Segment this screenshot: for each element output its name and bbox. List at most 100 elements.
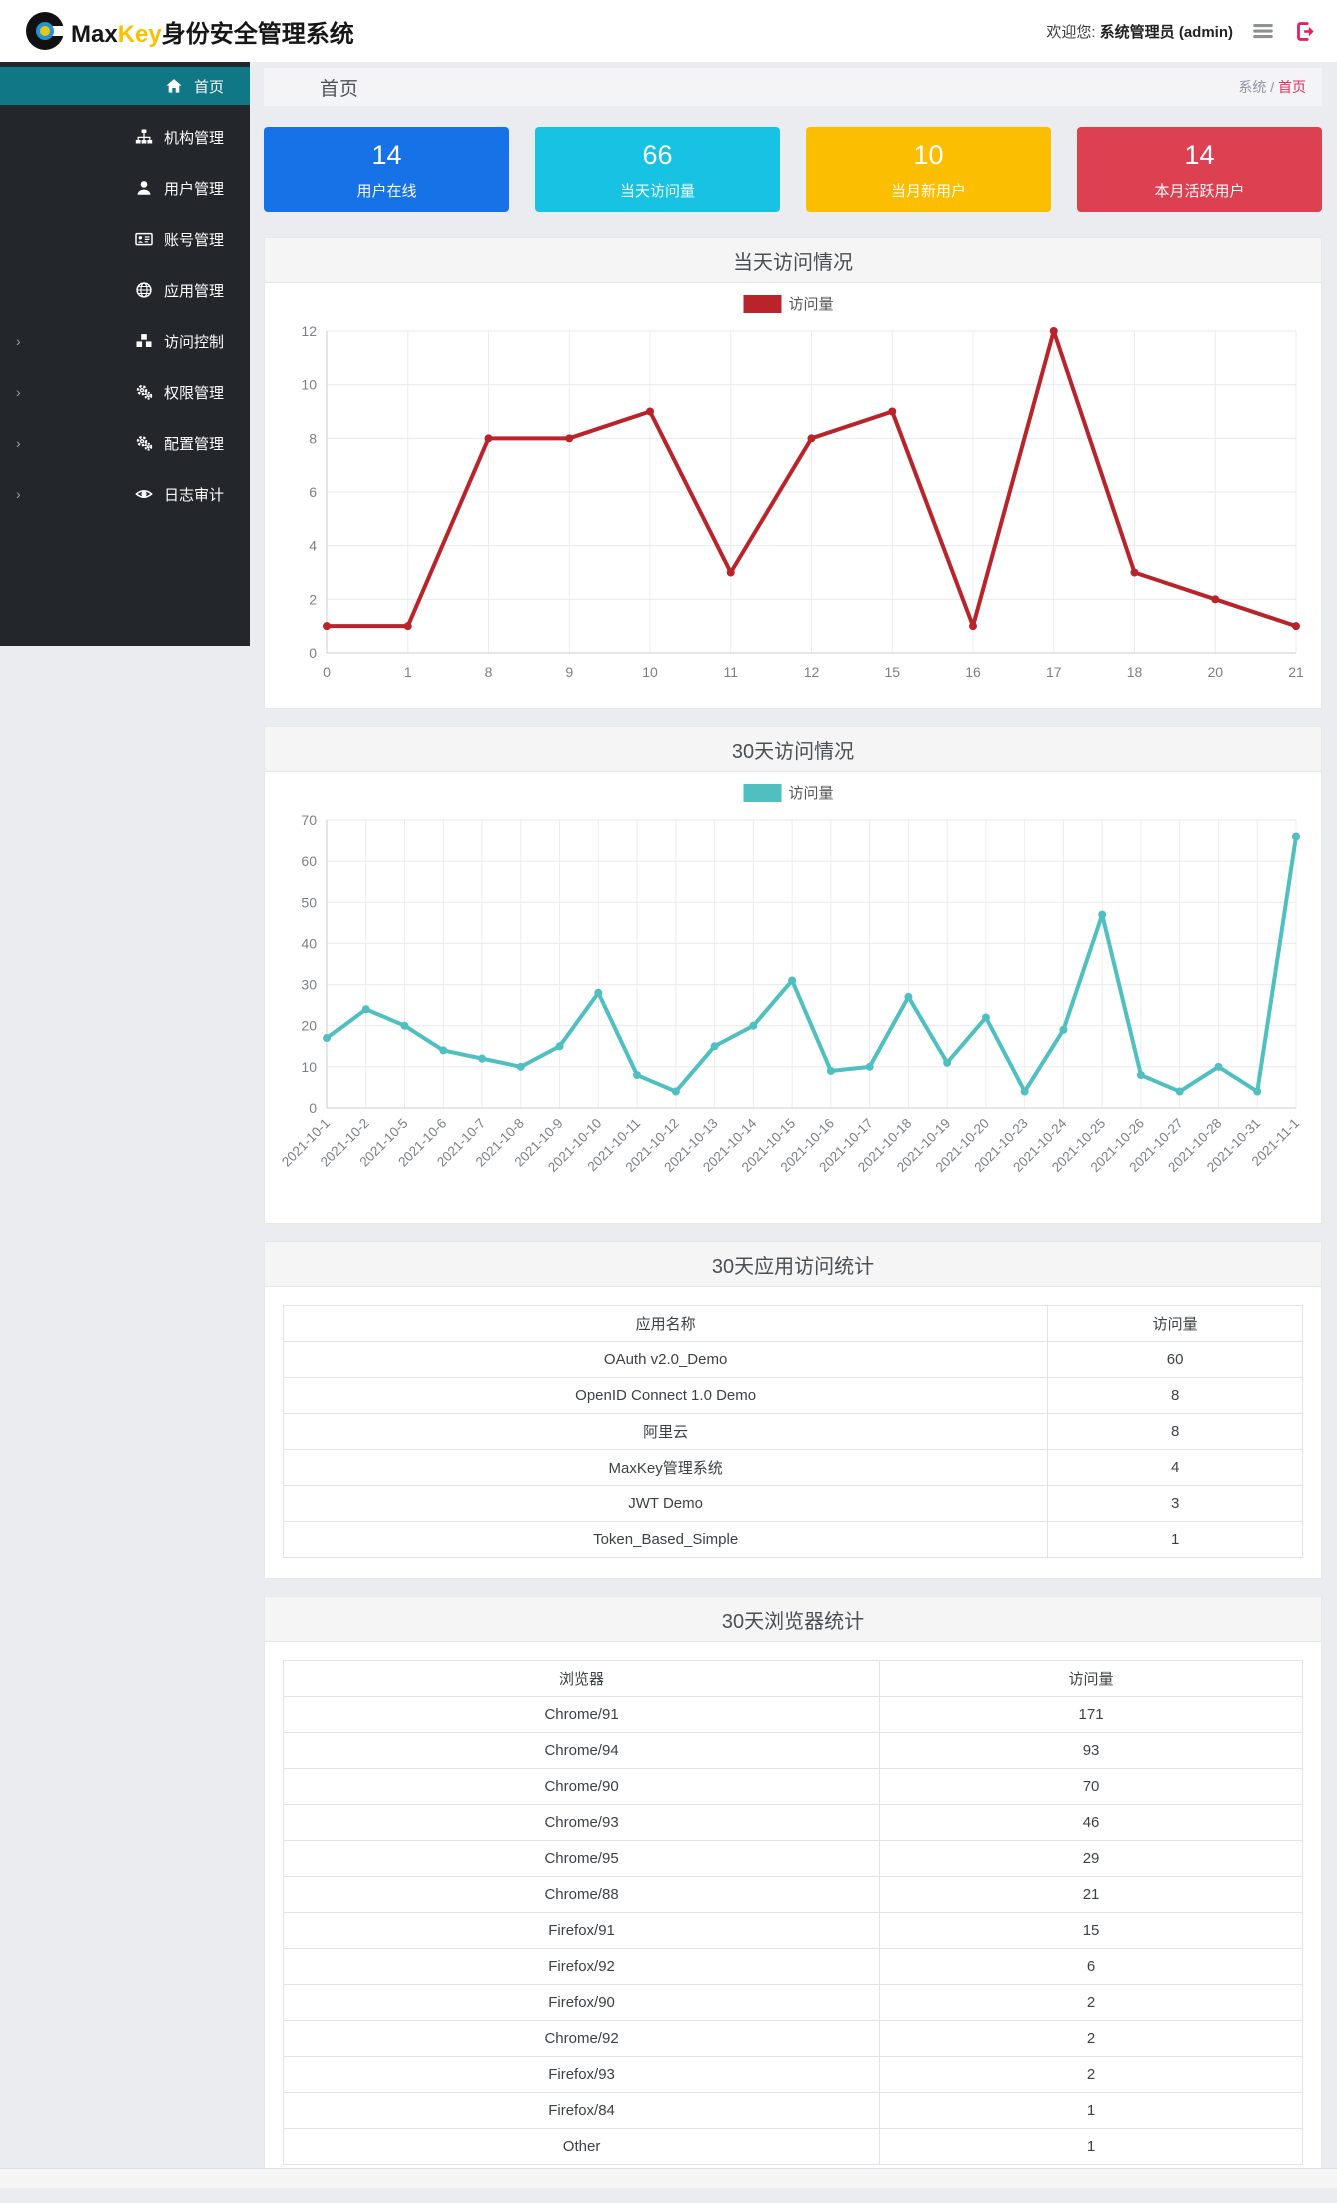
table-row: Firefox/92 6 <box>282 1948 1303 1985</box>
row-count-cell: 2 <box>879 2020 1303 2057</box>
svg-text:11: 11 <box>723 664 738 680</box>
sidebar-item-label: 日志审计 <box>163 486 224 504</box>
sidebar: 首页 机构管理 用户管理 账号管理 应用管理 › 访问控制 › 权限管理 › 配置管理 › 日志审计 <box>0 62 250 646</box>
table-row: OpenID Connect 1.0 Demo 8 <box>282 1377 1303 1414</box>
sidebar-item-label: 访问控制 <box>163 333 224 351</box>
svg-text:16: 16 <box>965 664 981 680</box>
sidebar-item-user[interactable]: 用户管理 <box>0 169 250 207</box>
sidebar-item-account[interactable]: 账号管理 <box>0 220 250 258</box>
row-count-cell: 171 <box>879 1696 1303 1733</box>
row-count-cell: 46 <box>879 1804 1303 1841</box>
svg-text:4: 4 <box>309 538 317 554</box>
sitemap-icon <box>135 129 153 144</box>
svg-text:70: 70 <box>301 812 317 828</box>
footer-bar <box>0 2168 1337 2188</box>
row-name-cell: Firefox/84 <box>282 2092 881 2129</box>
sidebar-item-home[interactable]: 首页 <box>0 67 250 105</box>
welcome-text: 欢迎您: 系统管理员 (admin) <box>1046 23 1233 41</box>
sidebar-item-label: 首页 <box>193 78 224 96</box>
sidebar-item-label: 配置管理 <box>163 435 224 453</box>
breadcrumb-bar: 首页 系统 / 首页 <box>264 68 1322 106</box>
panel-30day-visits: 30天访问情况 0 10 20 30 40 50 60 70 2021-10-1 2021-10-… <box>264 726 1322 1224</box>
svg-text:60: 60 <box>301 853 317 869</box>
app-logo: MaxKey身份安全管理系统 <box>26 12 354 50</box>
main-content: 首页 系统 / 首页 14 用户在线 66 当天访问量 10 当月新用户 14 本月活跃用户 … <box>250 62 1337 2203</box>
svg-text:2: 2 <box>309 591 317 607</box>
hamburger-icon[interactable] <box>1251 19 1275 43</box>
svg-text:50: 50 <box>301 894 317 910</box>
stat-card-label: 本月活跃用户 <box>1154 183 1245 200</box>
row-count-cell: 1 <box>1047 1521 1303 1558</box>
row-count-cell: 2 <box>879 2056 1303 2093</box>
row-name-cell: OAuth v2.0_Demo <box>282 1341 1049 1378</box>
svg-text:10: 10 <box>642 664 658 680</box>
table-row: Token_Based_Simple 1 <box>282 1521 1303 1558</box>
stat-card-label: 用户在线 <box>356 183 417 200</box>
svg-text:0: 0 <box>309 1100 317 1116</box>
browser-stats-table: 浏览器 访问量 Chrome/91 171 Chrome/94 93 Chrome/90 70… <box>282 1660 1303 2165</box>
panel-title-today-visits: 当天访问情况 <box>265 238 1321 283</box>
panel-title-30day-app-stats: 30天应用访问统计 <box>265 1242 1321 1287</box>
chevron-right-icon: › <box>16 333 21 349</box>
sidebar-item-access-control[interactable]: › 访问控制 <box>0 322 250 360</box>
row-count-cell: 15 <box>879 1912 1303 1949</box>
sidebar-item-config[interactable]: › 配置管理 <box>0 424 250 462</box>
row-name-cell: Firefox/93 <box>282 2056 881 2093</box>
breadcrumb-root-link[interactable]: 系统 <box>1238 79 1267 95</box>
sidebar-item-app[interactable]: 应用管理 <box>0 271 250 309</box>
table-row: OAuth v2.0_Demo 60 <box>282 1341 1303 1378</box>
logout-icon[interactable] <box>1293 19 1317 43</box>
idcard-icon <box>135 232 153 246</box>
row-count-cell: 1 <box>879 2128 1303 2165</box>
30day-visits-line-chart: 0102030405060702021-10-12021-10-22021-10… <box>279 784 1302 1175</box>
breadcrumb-separator: / <box>1270 79 1275 95</box>
row-name-cell: Chrome/95 <box>282 1840 881 1877</box>
stat-card-label: 当月新用户 <box>890 183 966 200</box>
table-header-row: 浏览器 访问量 <box>282 1660 1303 1697</box>
row-count-cell: 4 <box>1047 1449 1303 1486</box>
panel-30day-app-stats: 30天应用访问统计 应用名称 访问量 OAuth v2.0_Demo 60 OpenID… <box>264 1241 1322 1579</box>
table-row: Chrome/91 171 <box>282 1696 1303 1733</box>
svg-text:30: 30 <box>301 977 317 993</box>
table-row: Chrome/88 21 <box>282 1876 1303 1913</box>
sidebar-item-audit[interactable]: › 日志审计 <box>0 475 250 513</box>
row-name-cell: Firefox/90 <box>282 1984 881 2021</box>
page-title: 首页 <box>320 78 359 100</box>
svg-text:访问量: 访问量 <box>789 296 834 313</box>
header-actions: 欢迎您: 系统管理员 (admin) <box>1046 0 1317 62</box>
svg-text:9: 9 <box>565 664 573 680</box>
breadcrumb-current-link[interactable]: 首页 <box>1278 79 1306 95</box>
svg-text:10: 10 <box>301 1059 317 1075</box>
panel-title-30day-visits: 30天访问情况 <box>265 727 1321 772</box>
svg-text:18: 18 <box>1127 664 1143 680</box>
chevron-right-icon: › <box>16 486 21 502</box>
stat-card-value: 14 <box>371 140 402 170</box>
row-name-cell: Token_Based_Simple <box>282 1521 1049 1558</box>
row-count-cell: 8 <box>1047 1377 1303 1414</box>
column-header: 浏览器 <box>282 1660 881 1697</box>
row-name-cell: Chrome/94 <box>282 1732 881 1769</box>
sidebar-item-label: 权限管理 <box>163 384 224 402</box>
app-visits-table: 应用名称 访问量 OAuth v2.0_Demo 60 OpenID Connect 1… <box>282 1305 1303 1558</box>
globe-icon <box>136 282 152 298</box>
svg-text:40: 40 <box>301 935 317 951</box>
chevron-right-icon: › <box>16 435 21 451</box>
column-header: 访问量 <box>879 1660 1303 1697</box>
sidebar-item-label: 账号管理 <box>163 231 224 249</box>
stat-card-0: 14 用户在线 <box>264 127 509 212</box>
row-name-cell: MaxKey管理系统 <box>282 1449 1049 1486</box>
column-header: 访问量 <box>1047 1305 1303 1342</box>
row-count-cell: 1 <box>879 2092 1303 2129</box>
cubes-icon <box>136 334 152 347</box>
sidebar-item-permission[interactable]: › 权限管理 <box>0 373 250 411</box>
row-name-cell: Chrome/91 <box>282 1696 881 1733</box>
table-row: 阿里云 8 <box>282 1413 1303 1450</box>
table-row: Chrome/95 29 <box>282 1840 1303 1877</box>
maxkey-logo-icon <box>26 12 65 50</box>
table-header-row: 应用名称 访问量 <box>282 1305 1303 1342</box>
sidebar-item-org[interactable]: 机构管理 <box>0 118 250 156</box>
row-name-cell: OpenID Connect 1.0 Demo <box>282 1377 1049 1414</box>
home-icon <box>166 79 182 93</box>
row-count-cell: 2 <box>879 1984 1303 2021</box>
